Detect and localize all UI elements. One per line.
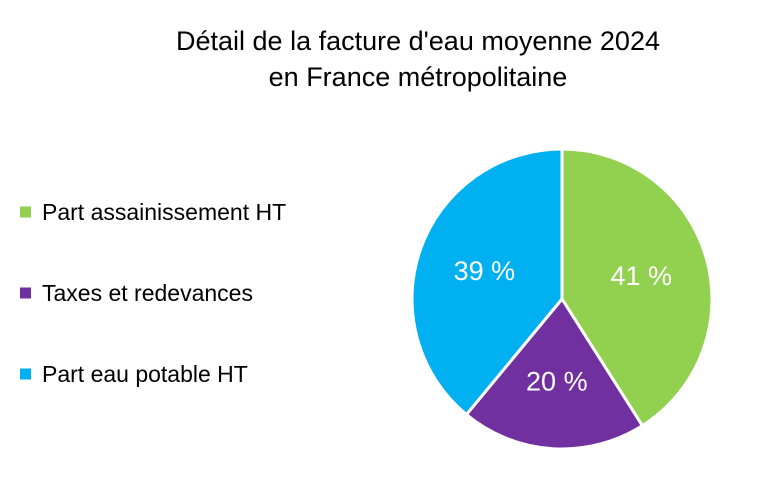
pie-slice-part-eau-potable-ht bbox=[410, 147, 564, 417]
legend-label-part-eau-potable-ht: Part eau potable HT bbox=[42, 361, 248, 387]
pie-slice-label-part-eau-potable-ht: 39 % bbox=[454, 256, 516, 286]
chart-title: Détail de la facture d'eau moyenne 2024 … bbox=[176, 26, 660, 92]
pie-slices bbox=[410, 147, 714, 451]
legend-swatch-taxes-et-redevances bbox=[20, 287, 31, 299]
legend-label-part-assainissement-ht: Part assainissement HT bbox=[42, 199, 286, 225]
pie-slice-label-part-assainissement-ht: 41 % bbox=[610, 261, 672, 291]
legend-item-part-eau-potable-ht: Part eau potable HT bbox=[20, 361, 248, 387]
pie-slice-taxes-et-redevances bbox=[464, 297, 644, 451]
legend-label-taxes-et-redevances: Taxes et redevances bbox=[42, 280, 253, 306]
legend: Part assainissement HT Taxes et redevance… bbox=[20, 199, 286, 387]
pie-slice-labels: 41 % 20 % 39 % bbox=[454, 256, 672, 396]
legend-swatch-part-assainissement-ht bbox=[20, 206, 31, 218]
chart-title-line-2: en France métropolitaine bbox=[269, 62, 568, 92]
chart-title-line-1: Détail de la facture d'eau moyenne 2024 bbox=[176, 26, 660, 56]
legend-item-taxes-et-redevances: Taxes et redevances bbox=[20, 280, 253, 306]
legend-item-part-assainissement-ht: Part assainissement HT bbox=[20, 199, 286, 225]
pie-slice-label-taxes-et-redevances: 20 % bbox=[526, 366, 588, 396]
legend-swatch-part-eau-potable-ht bbox=[20, 368, 31, 380]
